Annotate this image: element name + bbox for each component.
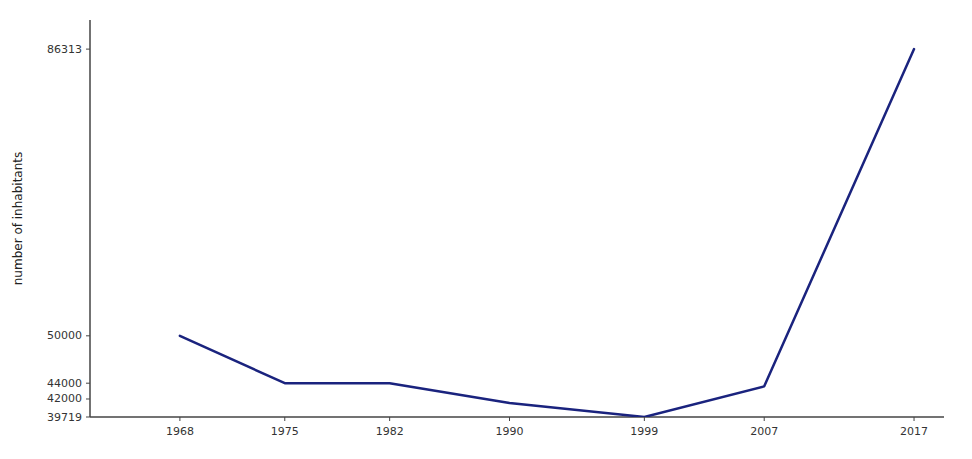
- y-tick: [86, 417, 90, 418]
- x-tick-label: 1990: [496, 425, 524, 438]
- y-tick: [86, 49, 90, 50]
- x-axis-line: [90, 416, 944, 418]
- x-tick: [914, 417, 915, 421]
- y-tick-label: 50000: [47, 329, 82, 342]
- plot-area: [180, 49, 914, 417]
- y-axis-title: number of inhabitants: [11, 152, 25, 286]
- x-tick: [389, 417, 390, 421]
- y-tick: [86, 398, 90, 399]
- y-tick: [86, 335, 90, 336]
- x-tick-label: 1968: [166, 425, 194, 438]
- x-axis: 1968 1975 1982 1990 1999 2007 2017: [166, 417, 928, 438]
- y-tick-label: 44000: [47, 377, 82, 390]
- x-tick-label: 1982: [376, 425, 404, 438]
- y-tick-label: 86313: [47, 43, 82, 56]
- x-tick: [179, 417, 180, 421]
- y-axis-line: [89, 20, 91, 417]
- y-tick: [86, 383, 90, 384]
- x-tick: [764, 417, 765, 421]
- x-tick: [284, 417, 285, 421]
- y-tick-label: 39719: [47, 411, 82, 424]
- x-tick-label: 1975: [271, 425, 299, 438]
- data-line: [180, 49, 914, 417]
- chart-container: 39719 42000 44000 50000 86313 1968 1975 1982 199…: [0, 0, 972, 459]
- x-tick-label: 1999: [630, 425, 658, 438]
- chart-svg: 39719 42000 44000 50000 86313 1968 1975 1982 199…: [0, 0, 972, 459]
- y-axis: 39719 42000 44000 50000 86313: [47, 43, 90, 424]
- x-tick: [509, 417, 510, 421]
- y-tick-label: 42000: [47, 392, 82, 405]
- x-tick-label: 2017: [900, 425, 928, 438]
- x-tick: [644, 417, 645, 421]
- x-tick-label: 2007: [750, 425, 778, 438]
